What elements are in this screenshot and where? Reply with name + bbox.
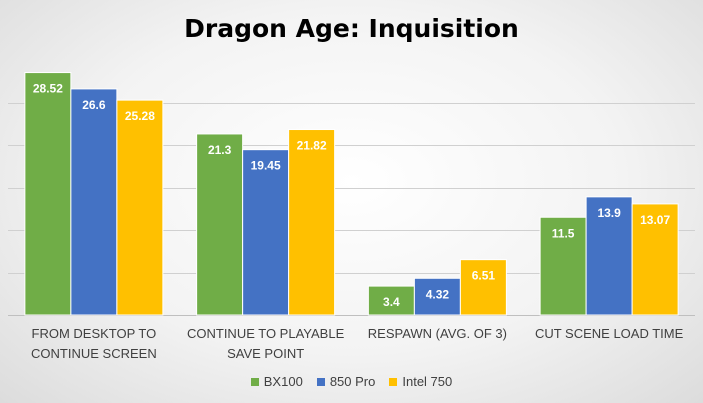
legend-swatch-bx100: [250, 377, 259, 386]
data-label: 13.9: [597, 206, 621, 220]
bar-850-pro: [585, 196, 633, 316]
bar-intel-750: [631, 203, 679, 316]
legend-item-bx100: BX100: [250, 374, 303, 389]
bar-bx100: [196, 133, 244, 316]
legend-swatch-intel-750: [389, 377, 398, 386]
data-label: 3.4: [383, 295, 400, 309]
category-label: CUT SCENE LOAD TIME: [535, 326, 684, 341]
bar-intel-750: [459, 259, 507, 316]
category-label: FROM DESKTOP TO: [32, 326, 157, 341]
data-label: 26.6: [82, 98, 106, 112]
bar-850-pro: [242, 149, 290, 316]
legend-label-bx100: BX100: [263, 374, 303, 389]
legend-item-intel-750: Intel 750: [389, 374, 452, 389]
data-label: 11.5: [552, 226, 575, 240]
category-label: SAVE POINT: [227, 346, 304, 361]
bar-850-pro: [413, 277, 461, 316]
data-label: 28.52: [33, 82, 63, 96]
data-label: 4.32: [426, 287, 450, 301]
chart-title: Dragon Age: Inquisition: [184, 14, 519, 43]
data-label: 19.45: [251, 159, 281, 173]
legend-label-intel-750: Intel 750: [402, 374, 453, 389]
bar-intel-750: [288, 129, 336, 316]
data-label: 21.82: [297, 139, 327, 153]
legend-label-850-pro: 850 Pro: [329, 374, 376, 389]
data-label: 25.28: [125, 109, 155, 123]
chart-legend: BX100 850 Pro Intel 750: [0, 374, 703, 389]
data-label: 13.07: [640, 213, 670, 227]
category-label: RESPAWN (AVG. OF 3): [368, 326, 507, 341]
category-label: CONTINUE TO PLAYABLE: [187, 326, 345, 341]
data-label: 21.3: [208, 143, 232, 157]
category-label: CONTINUE SCREEN: [31, 346, 157, 361]
legend-item-850-pro: 850 Pro: [316, 374, 376, 389]
bar-bx100: [539, 216, 587, 316]
data-label: 6.51: [472, 269, 496, 283]
bar-bx100: [24, 72, 72, 316]
bar-intel-750: [116, 99, 164, 316]
legend-swatch-850-pro: [316, 377, 325, 386]
bar-850-pro: [70, 88, 118, 316]
